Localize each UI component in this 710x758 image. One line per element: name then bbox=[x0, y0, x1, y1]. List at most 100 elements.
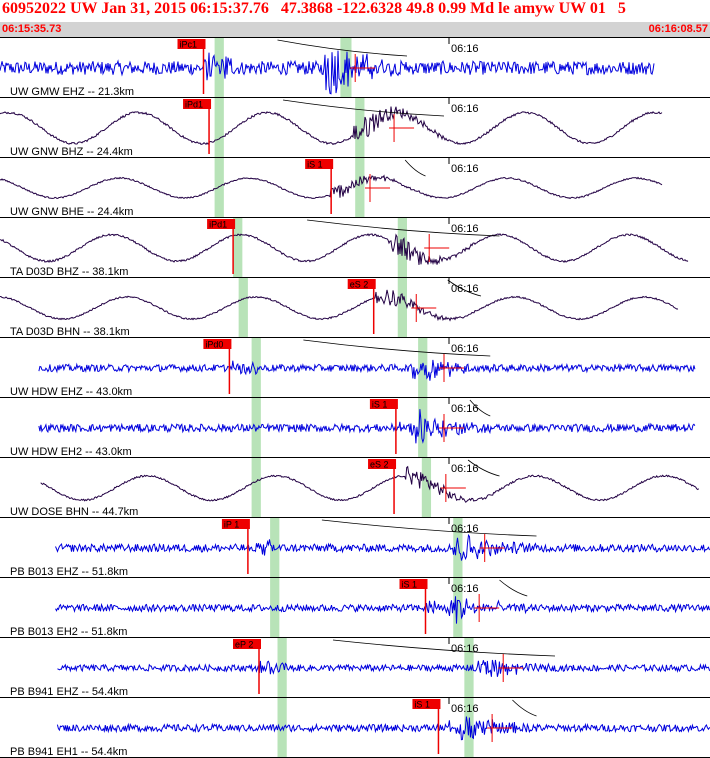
seismogram-panels[interactable]: iPc1 06:16 UW GMW EHZ -- 21.3km iPd1 06:16 UW… bbox=[0, 38, 710, 758]
event-header: 60952022 UW Jan 31, 2015 06:15:37.76 47.… bbox=[0, 0, 710, 38]
channel-panel: iPd0 06:16 UW HDW EHZ -- 43.0km bbox=[0, 338, 710, 398]
phase-pick-label: eP 2 bbox=[235, 640, 253, 650]
channel-panel: iPc1 06:16 UW GMW EHZ -- 21.3km bbox=[0, 38, 710, 98]
phase-pick-flag bbox=[412, 699, 441, 709]
phase-pick-label: iPc1 bbox=[180, 40, 198, 50]
analysis-window bbox=[251, 338, 261, 398]
waveform-trace bbox=[0, 106, 663, 146]
channel-label: UW HDW EH2 -- 43.0km bbox=[10, 446, 132, 458]
analysis-window bbox=[270, 518, 280, 578]
travel-time-curve bbox=[469, 399, 491, 417]
minute-tick-label: 06:16 bbox=[451, 703, 479, 715]
analysis-window bbox=[238, 278, 248, 338]
analysis-window bbox=[418, 338, 428, 398]
analysis-window bbox=[421, 458, 432, 518]
analysis-window bbox=[214, 158, 224, 218]
time-range-bar[interactable]: 06:15:35.73 06:16:08.57 bbox=[0, 22, 710, 38]
analysis-window bbox=[355, 98, 365, 158]
channel-panel: eS 2 06:16 UW DOSE BHN -- 44.7km bbox=[0, 458, 710, 518]
phase-pick-label: iP 1 bbox=[224, 520, 239, 530]
travel-time-curve bbox=[321, 519, 537, 537]
channel-label: UW GNW BHE -- 24.4km bbox=[10, 206, 133, 218]
waveform-trace bbox=[56, 716, 710, 741]
analysis-window bbox=[453, 518, 463, 578]
minute-tick-label: 06:16 bbox=[451, 43, 479, 55]
analysis-window bbox=[464, 638, 474, 698]
minute-tick-label: 06:16 bbox=[451, 463, 479, 475]
analysis-window bbox=[453, 578, 463, 638]
phase-pick-label: iPd0 bbox=[205, 340, 223, 350]
phase-pick-flag bbox=[177, 39, 206, 49]
waveform-trace bbox=[0, 50, 655, 95]
channel-panel: iS 1 06:16 UW HDW EH2 -- 43.0km bbox=[0, 398, 710, 458]
phase-pick-flag bbox=[369, 399, 398, 409]
channel-label: TA D03D BHZ -- 38.1km bbox=[10, 266, 128, 278]
channel-panel: iPd1 06:16 UW GNW BHZ -- 24.4km bbox=[0, 98, 710, 158]
phase-pick-flag bbox=[399, 579, 428, 589]
phase-pick-flag bbox=[207, 219, 236, 229]
waveform-trace bbox=[55, 533, 710, 561]
travel-time-curve bbox=[404, 159, 426, 177]
phase-pick-label: iPd1 bbox=[185, 100, 203, 110]
travel-time-curve bbox=[307, 219, 500, 237]
channel-label: TA D03D BHN -- 38.1km bbox=[10, 326, 130, 338]
minute-tick-label: 06:16 bbox=[451, 583, 479, 595]
analysis-window bbox=[355, 158, 365, 218]
phase-pick-label: eS 2 bbox=[370, 460, 389, 470]
channel-label: UW HDW EHZ -- 43.0km bbox=[10, 386, 132, 398]
travel-time-curve bbox=[332, 639, 556, 657]
phase-pick-flag bbox=[203, 339, 232, 349]
phase-pick-flag bbox=[233, 639, 261, 649]
waveform-trace bbox=[55, 596, 710, 624]
channel-label: PB B013 EH2 -- 51.8km bbox=[10, 626, 127, 638]
minute-tick-label: 06:16 bbox=[451, 283, 479, 295]
analysis-window bbox=[251, 458, 261, 518]
analysis-window bbox=[214, 98, 224, 158]
minute-tick-label: 06:16 bbox=[451, 343, 479, 355]
travel-time-curve bbox=[303, 339, 491, 357]
analysis-window bbox=[418, 398, 428, 458]
minute-tick-label: 06:16 bbox=[451, 643, 479, 655]
analysis-window bbox=[270, 578, 280, 638]
channel-label: UW DOSE BHN -- 44.7km bbox=[10, 506, 138, 518]
channel-panel: eS 2 06:16 TA D03D BHN -- 38.1km bbox=[0, 278, 710, 338]
phase-pick-flag bbox=[183, 99, 212, 109]
waveform-trace bbox=[38, 359, 696, 381]
minute-tick-label: 06:16 bbox=[451, 403, 479, 415]
travel-time-curve bbox=[467, 459, 500, 477]
channel-label: PB B941 EHZ -- 54.4km bbox=[10, 686, 128, 698]
travel-time-curve bbox=[447, 279, 482, 297]
minute-tick-label: 06:16 bbox=[451, 163, 479, 175]
time-range-end: 06:16:08.57 bbox=[648, 23, 708, 35]
analysis-window bbox=[233, 218, 243, 278]
phase-pick-flag bbox=[221, 519, 250, 529]
channel-panel: iP 1 06:16 PB B013 EHZ -- 51.8km bbox=[0, 518, 710, 578]
waveform-trace bbox=[0, 289, 679, 322]
event-title: 60952022 UW Jan 31, 2015 06:15:37.76 47.… bbox=[2, 0, 626, 17]
waveform-trace bbox=[38, 409, 696, 444]
phase-pick-flag bbox=[305, 159, 334, 169]
phase-pick-label: iPd1 bbox=[209, 220, 227, 230]
travel-time-curve bbox=[277, 39, 408, 57]
channel-panel: iS 1 06:16 PB B013 EH2 -- 51.8km bbox=[0, 578, 710, 638]
phase-pick-flag bbox=[347, 279, 376, 289]
channel-panel: iS 1 06:16 PB B941 EH1 -- 54.4km bbox=[0, 698, 710, 758]
waveform-trace bbox=[57, 659, 710, 677]
minute-tick-label: 06:16 bbox=[451, 103, 479, 115]
channel-panel: iPd1 06:16 TA D03D BHZ -- 38.1km bbox=[0, 218, 710, 278]
analysis-window bbox=[277, 638, 287, 698]
waveform-trace bbox=[40, 465, 700, 503]
channel-label: PB B941 EH1 -- 54.4km bbox=[10, 746, 127, 758]
travel-time-curve bbox=[512, 699, 537, 717]
phase-pick-label: iS 1 bbox=[414, 700, 430, 710]
channel-label: UW GMW EHZ -- 21.3km bbox=[10, 86, 134, 98]
phase-pick-label: iS 1 bbox=[402, 580, 418, 590]
travel-time-curve bbox=[499, 579, 528, 597]
analysis-window bbox=[251, 398, 261, 458]
channel-panel: eP 2 06:16 PB B941 EHZ -- 54.4km bbox=[0, 638, 710, 698]
phase-pick-label: iS 1 bbox=[372, 400, 388, 410]
phase-pick-label: iS 1 bbox=[307, 160, 323, 170]
channel-label: UW GNW BHZ -- 24.4km bbox=[10, 146, 133, 158]
analysis-window bbox=[397, 278, 407, 338]
travel-time-curve bbox=[282, 99, 445, 117]
